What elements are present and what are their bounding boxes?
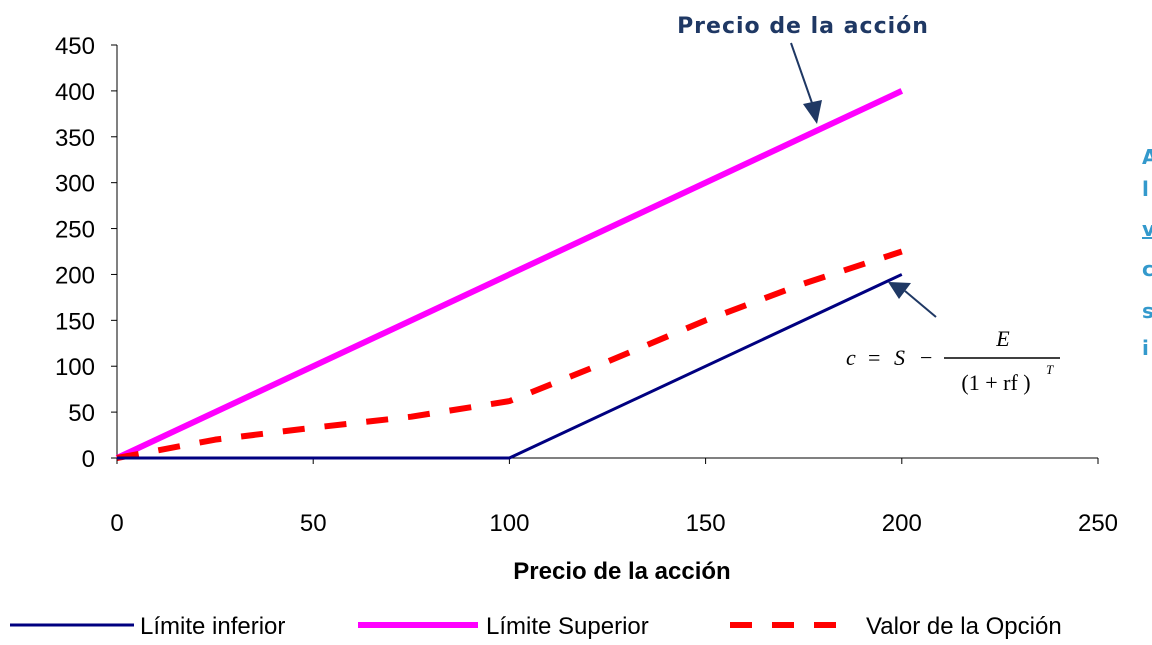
formula: c = S − E (1 + rf ) T — [846, 326, 1060, 395]
y-tick-labels: 0 50 100 150 200 250 300 350 400 450 — [55, 33, 95, 473]
formula-numerator: E — [995, 326, 1010, 351]
side-line-4: c — [1142, 257, 1152, 281]
legend-label-valor-opcion: Valor de la Opción — [866, 613, 1062, 640]
legend: Límite inferior Límite Superior Valor de… — [10, 613, 1062, 640]
formula-minus: − — [920, 345, 932, 370]
top-annotation-arrow-line — [790, 42, 813, 104]
formula-denominator: (1 + rf ) — [961, 370, 1030, 395]
series-layer — [115, 88, 904, 461]
y-tick-label: 200 — [55, 262, 95, 289]
axes — [111, 44, 1099, 464]
x-tick-labels: 0 50 100 150 200 250 — [110, 510, 1118, 537]
formula-s: S — [894, 345, 905, 370]
y-tick-label: 450 — [55, 33, 95, 60]
top-annotation-label: Precio de la acción — [677, 14, 929, 39]
y-tick-label: 100 — [55, 354, 95, 381]
y-tick-label: 350 — [55, 125, 95, 152]
y-tick-label: 0 — [82, 446, 95, 473]
side-line-2: l — [1142, 177, 1149, 201]
y-tick-label: 300 — [55, 171, 95, 198]
side-line-3: v — [1142, 217, 1152, 241]
formula-arrow-line — [904, 290, 937, 318]
x-tick-label: 250 — [1078, 510, 1118, 537]
formula-c: c — [846, 345, 856, 370]
y-tick-label: 400 — [55, 79, 95, 106]
x-tick-label: 150 — [686, 510, 726, 537]
x-tick-label: 100 — [489, 510, 529, 537]
series-line-límite-superior — [115, 88, 904, 461]
y-tick-label: 50 — [68, 400, 95, 427]
side-line-6: i — [1142, 336, 1149, 360]
top-annotation-arrowhead — [803, 100, 822, 124]
formula-exponent: T — [1046, 362, 1054, 377]
formula-equals: = — [868, 345, 880, 370]
x-tick-label: 50 — [300, 510, 327, 537]
formula-arrowhead — [888, 282, 911, 299]
x-axis-title: Precio de la acción — [513, 558, 730, 585]
series-line-valor-de-la-opción — [116, 248, 903, 461]
side-line-5: s — [1142, 299, 1152, 323]
y-tick-label: 250 — [55, 217, 95, 244]
side-line-1: A — [1142, 145, 1152, 169]
side-annotation: A l v c s i — [1142, 145, 1152, 360]
legend-label-limite-superior: Límite Superior — [486, 613, 649, 640]
series-line-límite-inferior — [117, 273, 903, 460]
x-tick-label: 200 — [882, 510, 922, 537]
legend-label-limite-inferior: Límite inferior — [140, 613, 285, 640]
x-tick-label: 0 — [110, 510, 123, 537]
y-tick-label: 150 — [55, 308, 95, 335]
